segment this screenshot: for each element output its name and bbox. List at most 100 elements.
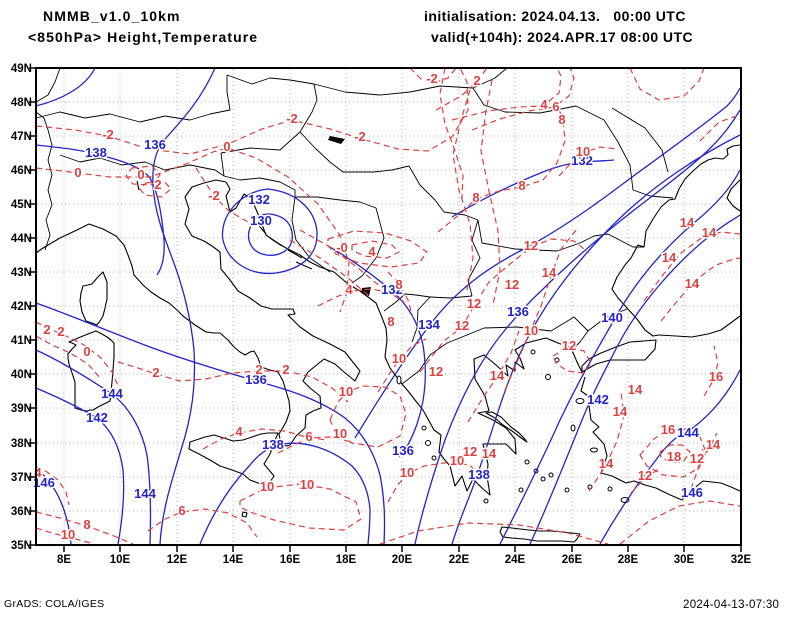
- height-contour-label: 136: [245, 372, 267, 387]
- coastline-path: [241, 511, 248, 518]
- temp-contour-label: -2: [354, 129, 366, 144]
- temp-contour-line: [35, 147, 350, 313]
- island: [570, 424, 576, 432]
- island: [396, 375, 402, 385]
- lon-label: 28E: [618, 554, 639, 566]
- temp-contour-line: [387, 461, 480, 503]
- island: [564, 487, 570, 493]
- temp-contour-label: 16: [661, 422, 675, 437]
- temp-contour-line: [35, 321, 121, 391]
- temp-contour-label: 2: [255, 362, 262, 377]
- grads-credit: GrADS: COLA/IGES: [4, 598, 105, 610]
- lat-label: 41N: [11, 335, 32, 347]
- temp-contour-label: 12: [429, 364, 443, 379]
- creation-timestamp: 2024-04-13-07:30: [683, 599, 780, 611]
- temp-contour-label: 14: [613, 404, 628, 419]
- height-contour-line: [354, 87, 741, 439]
- lat-label: 44N: [11, 233, 32, 245]
- lon-label: 12E: [167, 554, 188, 566]
- coastlines: [35, 144, 741, 543]
- border-path: [472, 87, 674, 199]
- map-element: [328, 136, 345, 144]
- temp-contour-label: 2: [282, 362, 289, 377]
- height-contour-line: [199, 442, 371, 545]
- map-element: [361, 287, 371, 296]
- height-contour-label: 136: [507, 304, 529, 319]
- coastline-path: [611, 144, 741, 337]
- temp-contour-label: 10: [524, 323, 538, 338]
- coastline-path: [35, 179, 361, 447]
- height-contour-label: 142: [587, 392, 609, 407]
- border-path: [35, 111, 53, 251]
- temp-contour-line: [35, 527, 95, 545]
- height-contour-line: [499, 169, 741, 545]
- island: [518, 487, 524, 493]
- lat-label: 42N: [11, 301, 32, 313]
- border-path: [573, 330, 589, 349]
- temp-contour-label: 2: [154, 177, 161, 192]
- lon-label: 26E: [562, 554, 583, 566]
- height-contour-label: 146: [33, 475, 55, 490]
- height-contour-label: 132: [248, 192, 270, 207]
- valid-time: valid(+104h): 2024.APR.17 08:00 UTC: [431, 29, 694, 45]
- temp-contour-line: [588, 391, 625, 492]
- coastline-path: [79, 271, 108, 326]
- lat-label: 38N: [11, 438, 32, 450]
- island: [590, 447, 598, 453]
- height-contour-line: [35, 349, 152, 545]
- island: [530, 349, 536, 355]
- border-path: [611, 107, 669, 173]
- temp-contour-label: 8: [472, 190, 479, 205]
- temp-contour-line: [558, 146, 618, 177]
- temp-contour-line: [117, 361, 349, 403]
- height-contour-line: [451, 159, 615, 218]
- temp-contour-line: [35, 67, 469, 155]
- model-title: NMMB_v1.0_10km: [43, 8, 181, 24]
- height-contour-label: 138: [262, 437, 284, 452]
- temp-contour-line: [35, 335, 101, 379]
- temp-contour-line: [552, 346, 592, 374]
- height-contour-label: 144: [101, 386, 123, 401]
- height-contour-label: 142: [86, 410, 108, 425]
- height-contour-line: [451, 134, 741, 545]
- height-contour-label: 144: [677, 425, 699, 440]
- temp-contour-line: [471, 67, 575, 131]
- temp-contour-label: 16: [709, 369, 723, 384]
- temp-contour-label: 2: [473, 73, 480, 88]
- border-path: [59, 154, 225, 177]
- border-path: [408, 165, 479, 221]
- temp-contour-line: [377, 338, 427, 393]
- height-contour-label: 138: [468, 467, 490, 482]
- height-contour-label: 146: [681, 485, 703, 500]
- temp-contour-label: 10: [333, 426, 347, 441]
- temp-contour-label: 8: [558, 112, 565, 127]
- country-borders: [35, 67, 674, 385]
- border-path: [295, 196, 385, 284]
- height-contour-label: 144: [134, 486, 156, 501]
- lat-label: 43N: [11, 267, 32, 279]
- border-path: [223, 175, 296, 197]
- temp-contour-label: 10: [300, 477, 314, 492]
- temp-contour-line: [239, 483, 362, 531]
- lon-label: 8E: [57, 554, 71, 566]
- temp-contour-label: 10: [450, 453, 464, 468]
- lon-label: 24E: [505, 554, 526, 566]
- coastline-path: [726, 179, 741, 212]
- temp-contour-line: [629, 67, 705, 101]
- temp-contour-line: [195, 167, 249, 223]
- temp-contour-line: [630, 468, 660, 494]
- border-path: [291, 196, 331, 273]
- height-contour-label: 134: [418, 317, 440, 332]
- temp-contour-label: 8: [395, 277, 402, 292]
- temp-contour-line: [660, 257, 741, 322]
- temp-contour-label: 0: [223, 139, 230, 154]
- lon-label: 14E: [223, 554, 244, 566]
- temp-contour-label: 4: [34, 465, 42, 480]
- temp-contour-label: 12: [505, 277, 519, 292]
- temp-contour-label: 10: [400, 465, 414, 480]
- temp-contour-line: [480, 79, 501, 306]
- border-path: [313, 67, 508, 96]
- lon-label: 32E: [731, 554, 752, 566]
- temp-contour-line: [409, 67, 457, 84]
